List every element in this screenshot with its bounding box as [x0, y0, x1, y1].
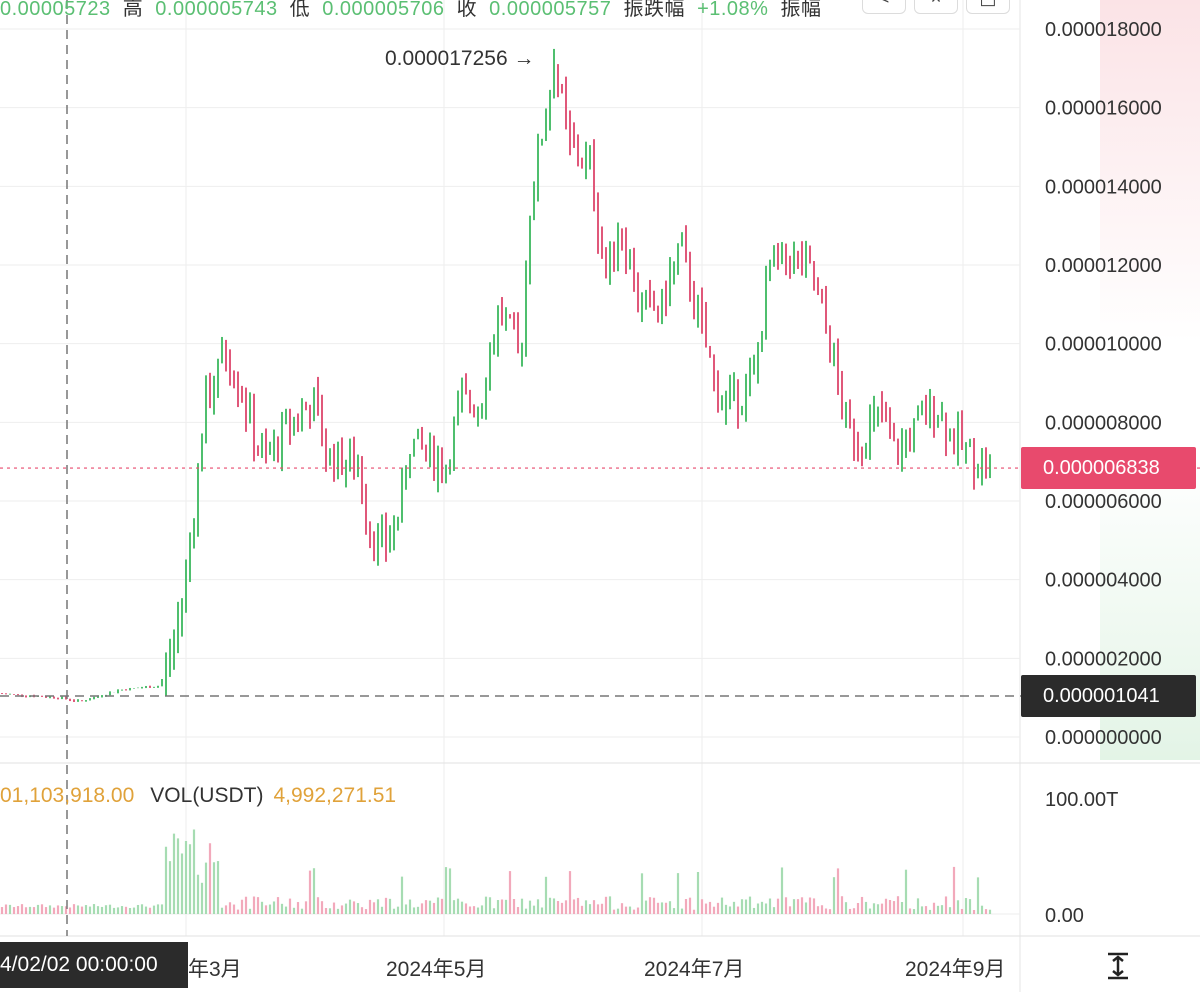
- volume-axis-label-top: 100.00T: [1045, 789, 1118, 811]
- peak-price-annotation: 0.000017256 →: [385, 47, 534, 70]
- volume-axis-label-zero: 0.00: [1045, 905, 1084, 927]
- volume-value: 4,992,271.51: [273, 784, 397, 807]
- close-icon: ×: [931, 0, 942, 9]
- ohlc-header: 0.00005723 高 0.000005743 低 0.000005706 收…: [0, 0, 828, 20]
- ohlc-change: +1.08%: [697, 0, 769, 20]
- ohlc-low-label: 低: [289, 0, 311, 20]
- ohlc-close-label: 收: [456, 0, 478, 20]
- ohlc-close: 0.000005757: [489, 0, 612, 20]
- price-axis-label: 0.000014000: [1045, 176, 1162, 198]
- ohlc-change-label: 振跌幅: [623, 0, 685, 20]
- time-label-mar: 年3月: [188, 958, 242, 981]
- price-axis-label: 0.000010000: [1045, 334, 1162, 356]
- ohlc-open: 0.00005723: [0, 0, 111, 20]
- price-axis-label: 0.000006000: [1045, 491, 1162, 513]
- vertical-fit-icon: [1108, 952, 1128, 980]
- price-axis-label: 0.000004000: [1045, 570, 1162, 592]
- price-axis-label: 0.000002000: [1045, 648, 1162, 670]
- ohlc-high: 0.000005743: [155, 0, 278, 20]
- volume-left-value: 01,103,918.00: [0, 784, 135, 807]
- price-axis-label: 0.000008000: [1045, 412, 1162, 434]
- price-axis-bg: [1100, 0, 1200, 760]
- layout-button[interactable]: ⬒: [966, 0, 1010, 14]
- prev-button[interactable]: <: [862, 0, 906, 14]
- volume-label: VOL(USDT): [150, 784, 264, 807]
- price-axis-label: 0.000016000: [1045, 98, 1162, 120]
- ohlc-high-label: 高: [122, 0, 144, 20]
- ohlc-amplitude-label: 振幅: [780, 0, 822, 20]
- time-label-may: 2024年5月: [386, 958, 487, 981]
- fit-screen-button[interactable]: [1100, 946, 1136, 986]
- price-axis-label: 0.000012000: [1045, 255, 1162, 277]
- chevron-left-icon: <: [879, 0, 890, 9]
- price-axis-label: 0.000018000: [1045, 19, 1162, 41]
- layout-icon: ⬒: [979, 0, 996, 9]
- volume-legend: 01,103,918.00 VOL(USDT) 4,992,271.51: [0, 784, 396, 808]
- time-label-jul: 2024年7月: [644, 958, 745, 981]
- crosshair-price-tag: 0.000001041: [1021, 675, 1196, 717]
- close-button[interactable]: ×: [914, 0, 958, 14]
- time-label-sep: 2024年9月: [905, 958, 1006, 981]
- price-axis-label: 0.000000000: [1045, 727, 1162, 749]
- ohlc-low: 0.000005706: [322, 0, 445, 20]
- current-price-tag: 0.000006838: [1021, 447, 1196, 489]
- crosshair-date-tag: 4/02/02 00:00:00: [0, 942, 188, 988]
